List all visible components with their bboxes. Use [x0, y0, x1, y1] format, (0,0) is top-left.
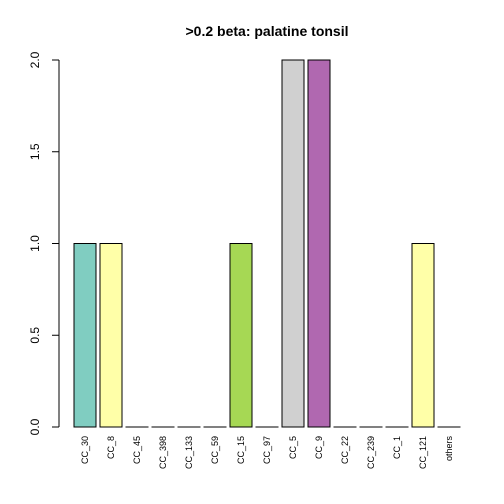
x-tick-label: CC_45	[132, 436, 142, 464]
bar-cc-15	[229, 243, 253, 428]
x-tick-label: CC_8	[106, 436, 116, 459]
x-tick-label: CC_5	[288, 436, 298, 459]
x-tick-label: CC_22	[340, 436, 350, 464]
x-tick-label: CC_1	[392, 436, 402, 459]
x-tick-label: CC_9	[314, 436, 324, 459]
chart-title: >0.2 beta: palatine tonsil	[186, 23, 349, 39]
bars	[73, 59, 461, 428]
x-tick-label: CC_15	[236, 436, 246, 464]
y-tick-label: 0.5	[28, 327, 42, 344]
bar-cc-121	[411, 243, 435, 428]
x-tick-label: CC_30	[80, 436, 90, 464]
bar-cc-9	[307, 59, 331, 428]
x-tick-label: CC_239	[366, 436, 376, 469]
x-tick-label: CC_398	[158, 436, 168, 469]
x-tick-label: CC_121	[418, 436, 428, 469]
y-tick-label: 2.0	[28, 51, 42, 68]
bar-cc-5	[281, 59, 305, 428]
y-tick-label: 1.0	[28, 235, 42, 252]
x-tick-labels: CC_30 CC_8 CC_45 CC_398 CC_133 CC_59 CC_15 CC_9…	[80, 436, 454, 470]
y-axis: 0.0 0.5 1.0 1.5 2.0	[28, 51, 60, 435]
bar-cc-30	[73, 243, 97, 428]
x-tick-label: CC_133	[184, 436, 194, 469]
x-tick-label: others	[444, 436, 454, 462]
x-tick-label: CC_59	[210, 436, 220, 464]
y-tick-label: 1.5	[28, 143, 42, 160]
x-tick-label: CC_97	[262, 436, 272, 464]
y-tick-label: 0.0	[28, 418, 42, 435]
bar-cc-8	[99, 243, 123, 428]
